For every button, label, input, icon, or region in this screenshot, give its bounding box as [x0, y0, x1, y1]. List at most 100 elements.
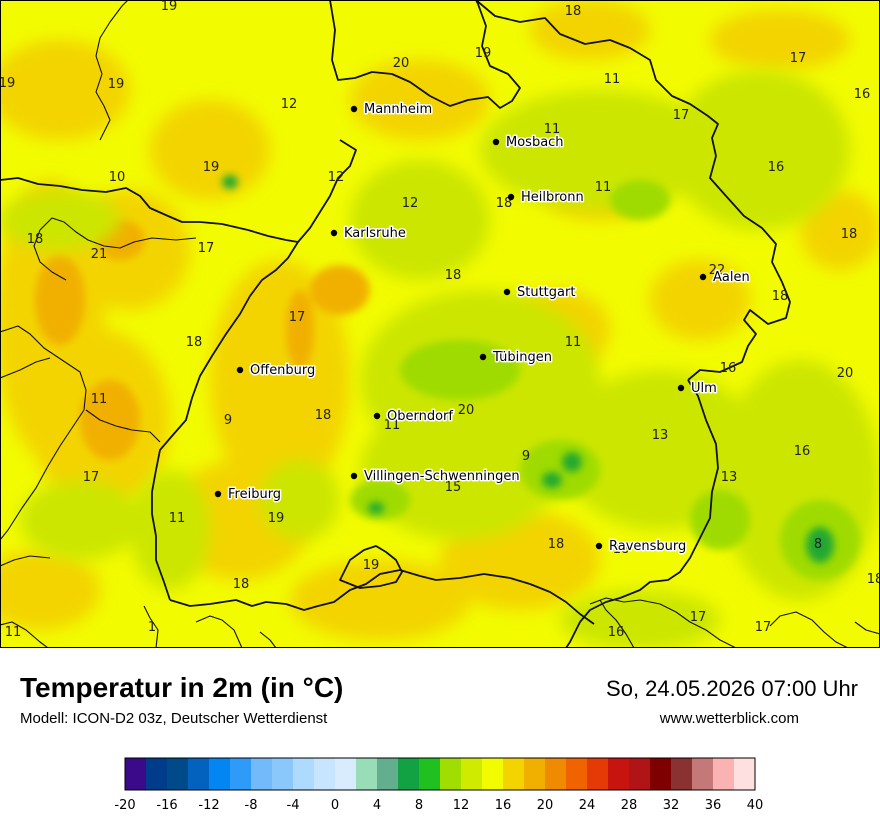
legend-tick-label: 40 — [747, 798, 764, 813]
city-label-offenburg: Offenburg — [250, 363, 315, 378]
legend-swatches — [124, 757, 756, 791]
city-label-heilbronn: Heilbronn — [521, 190, 584, 205]
legend-ticks: -20 -16 -12 -8 -4 0 4 8 12 16 20 24 28 32 36 40 — [114, 798, 763, 813]
temperature-value: 19 — [475, 46, 492, 61]
cold-temperature-zones — [222, 175, 834, 563]
legend-swatch — [650, 758, 672, 790]
legend-swatch — [671, 758, 693, 790]
city-dot-oberndorf — [373, 412, 381, 420]
temperature-value: 16 — [720, 361, 737, 376]
city-markers: Mannheim Mosbach Heilbronn Karlsruhe Stuttga… — [214, 101, 751, 556]
temperature-value: 17 — [690, 610, 707, 625]
border-west-north — [0, 177, 299, 243]
temperature-value: 10 — [109, 170, 126, 185]
temperature-value: 8 — [814, 537, 822, 552]
legend-tick-label: -12 — [198, 798, 219, 813]
temperature-value: 18 — [867, 572, 880, 587]
temperature-value: 18 — [315, 408, 332, 423]
city-label-mannheim: Mannheim — [364, 102, 432, 117]
state-border-east-north — [475, 0, 791, 381]
legend-tick-label: 28 — [621, 798, 638, 813]
legend-swatch — [461, 758, 483, 790]
temperature-value: 12 — [402, 196, 419, 211]
city-dot-ulm — [677, 384, 685, 392]
warmer-temperature-zones — [35, 220, 370, 460]
lake-border — [339, 545, 403, 589]
legend-tick-label: -4 — [287, 798, 300, 813]
temperature-value: 19 — [161, 0, 178, 14]
city-label-villingen-schwenningen: Villingen-Schwenningen — [364, 469, 520, 484]
region-border-ne — [854, 621, 880, 635]
legend-swatch — [188, 758, 210, 790]
legend-swatch — [377, 758, 399, 790]
temperature-value: 11 — [384, 418, 401, 433]
temperature-value: 18 — [613, 542, 630, 557]
temperature-value: 11 — [604, 72, 621, 87]
legend-swatch — [251, 758, 273, 790]
legend-tick-label: 4 — [373, 798, 381, 813]
region-border-west-2 — [85, 409, 161, 443]
temperature-value: 18 — [548, 537, 565, 552]
city-dot-freiburg — [214, 490, 222, 498]
city-label-freiburg: Freiburg — [228, 487, 281, 502]
legend-swatch — [146, 758, 168, 790]
chart-title: Temperatur in 2m (in °C) — [20, 672, 344, 703]
state-border-east-south — [565, 379, 719, 648]
temperature-value: 18 — [186, 335, 203, 350]
legend-tick-label: 24 — [579, 798, 596, 813]
legend-swatch — [587, 758, 609, 790]
region-border-nw — [95, 0, 129, 141]
legend-swatch — [566, 758, 588, 790]
city-label-stuttgart: Stuttgart — [517, 285, 575, 300]
region-border-sw-2 — [0, 621, 49, 648]
temperature-value: 20 — [393, 56, 410, 71]
legend-swatch — [293, 758, 315, 790]
legend-swatch — [272, 758, 294, 790]
temperature-value: 17 — [755, 620, 772, 635]
legend-tick-label: 16 — [495, 798, 512, 813]
state-border-north — [329, 0, 521, 109]
temperature-value: 18 — [233, 577, 250, 592]
city-dot-mannheim — [350, 105, 358, 113]
city-label-tübingen: Tübingen — [492, 350, 552, 365]
temperature-value: 18 — [27, 232, 44, 247]
legend-tick-label: 8 — [415, 798, 423, 813]
legend-swatch — [335, 758, 357, 790]
temperature-value: 17 — [673, 108, 690, 123]
temperature-value: 13 — [721, 470, 738, 485]
city-dot-tübingen — [479, 353, 487, 361]
temperature-value: 18 — [445, 268, 462, 283]
legend-tick-label: 32 — [663, 798, 680, 813]
temperature-value: 11 — [91, 392, 108, 407]
legend-swatch — [440, 758, 462, 790]
temperature-value: 22 — [709, 263, 726, 278]
city-dot-villingen-schwenningen — [350, 472, 358, 480]
legend-tick-label: -8 — [245, 798, 258, 813]
temperature-value: 15 — [445, 480, 462, 495]
temperature-value: 9 — [224, 413, 232, 428]
color-legend: -20 -16 -12 -8 -4 0 4 8 12 16 20 24 28 32 36 40 — [114, 757, 763, 813]
city-dot-ravensburg — [595, 542, 603, 550]
temperature-value: 16 — [768, 160, 785, 175]
legend-swatch — [209, 758, 231, 790]
legend-swatch — [356, 758, 378, 790]
temperature-value: 19 — [108, 77, 125, 92]
map-borders — [0, 0, 880, 648]
temperature-value: 18 — [841, 227, 858, 242]
region-border-nw-2 — [39, 217, 197, 249]
region-border-s-2 — [195, 615, 243, 648]
region-border-s-1 — [143, 605, 159, 648]
legend-swatch — [419, 758, 441, 790]
temperature-value: 9 — [522, 449, 530, 464]
temperature-value: 21 — [91, 247, 108, 262]
forecast-datetime: So, 24.05.2026 07:00 Uhr — [606, 676, 858, 701]
city-dot-mosbach — [492, 138, 500, 146]
legend-swatch — [314, 758, 336, 790]
temperature-value: 12 — [281, 97, 298, 112]
legend-tick-label: 12 — [453, 798, 470, 813]
legend-tick-label: -20 — [114, 798, 135, 813]
city-label-aalen: Aalen — [713, 270, 750, 285]
city-label-karlsruhe: Karlsruhe — [344, 226, 406, 241]
border-south — [169, 569, 595, 625]
